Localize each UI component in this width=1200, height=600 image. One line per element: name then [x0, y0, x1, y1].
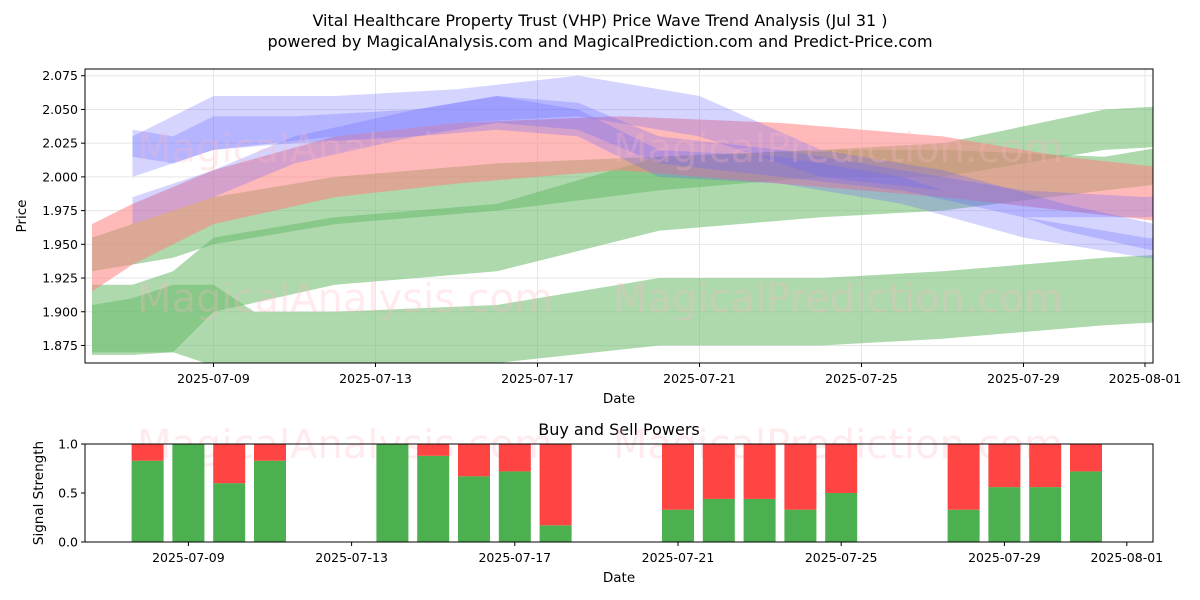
signal-y-tick-label: 0.0: [58, 535, 78, 550]
signal-x-tick-label: 2025-07-29: [968, 550, 1041, 565]
price-panel: MagicalAnalysis.com MagicalPrediction.co…: [14, 68, 1181, 407]
price-y-tick-label: 1.950: [42, 237, 78, 252]
buy-bar: [254, 460, 286, 542]
signal-x-tick-label: 2025-07-21: [642, 550, 715, 565]
price-y-ticks: 1.875 1.900 1.925 1.950 1.975 2.000 2.025 2.050…: [42, 68, 85, 353]
buy-bar: [743, 498, 776, 542]
watermark-prediction-top: MagicalPrediction.com: [613, 126, 1063, 172]
sell-bar: [743, 444, 776, 499]
sell-bar: [1029, 444, 1062, 488]
signal-panel: Buy and Sell Powers MagicalAnalysis.com …: [31, 420, 1163, 586]
price-x-tick-label: 2025-07-09: [177, 371, 250, 386]
price-y-tick-label: 2.050: [42, 102, 78, 117]
buy-bar: [376, 444, 409, 542]
buy-bar: [417, 455, 450, 542]
watermark-analysis-mid: MagicalAnalysis.com: [137, 276, 553, 322]
watermark-prediction-mid: MagicalPrediction.com: [613, 276, 1063, 322]
signal-x-ticks: 2025-07-09 2025-07-13 2025-07-17 2025-07-21…: [152, 542, 1163, 565]
price-y-tick-label: 1.900: [42, 304, 78, 319]
chart-title: Vital Healthcare Property Trust (VHP) Pr…: [312, 11, 887, 30]
price-y-tick-label: 2.000: [42, 169, 78, 184]
price-y-axis-label: Price: [14, 200, 30, 233]
signal-x-tick-label: 2025-07-13: [315, 550, 388, 565]
sell-bar: [131, 444, 164, 461]
signal-y-tick-label: 0.5: [58, 486, 78, 501]
buy-bar: [988, 487, 1021, 542]
signal-x-tick-label: 2025-07-25: [805, 550, 878, 565]
buy-bar: [131, 460, 164, 542]
price-watermarks: MagicalAnalysis.com MagicalPrediction.co…: [137, 126, 1063, 322]
sell-bar: [417, 444, 450, 456]
sell-bar: [498, 444, 531, 472]
signal-y-tick-label: 1.0: [58, 437, 78, 452]
price-x-tick-label: 2025-08-01: [1109, 371, 1182, 386]
price-x-axis-label: Date: [603, 391, 635, 407]
sell-bar: [947, 444, 980, 510]
price-band-green-band-lower: [92, 255, 1153, 363]
buy-bar: [498, 471, 531, 542]
signal-x-tick-label: 2025-07-09: [152, 550, 225, 565]
price-band-blue-band-3: [132, 75, 1153, 251]
sell-bar: [458, 444, 490, 477]
sell-bar: [213, 444, 246, 484]
signal-x-axis-label: Date: [603, 570, 635, 586]
price-bands: [92, 75, 1153, 363]
sell-bar: [702, 444, 735, 499]
sell-bar: [254, 444, 286, 461]
price-plot-frame: [84, 68, 1154, 364]
price-x-tick-label: 2025-07-29: [987, 371, 1060, 386]
buy-bar: [539, 525, 572, 542]
price-y-tick-label: 1.925: [42, 271, 78, 286]
signal-x-tick-label: 2025-07-17: [478, 550, 551, 565]
signal-x-tick-label: 2025-08-01: [1090, 550, 1163, 565]
price-x-tick-label: 2025-07-21: [663, 371, 736, 386]
buy-bar: [458, 476, 490, 542]
chart-subtitle: powered by MagicalAnalysis.com and Magic…: [267, 32, 932, 51]
sell-bar: [988, 444, 1021, 488]
sell-bar: [662, 444, 694, 510]
buy-bar: [702, 498, 735, 542]
buy-bar: [172, 444, 205, 542]
signal-bars: [131, 444, 1102, 542]
price-x-tick-label: 2025-07-17: [501, 371, 574, 386]
signal-y-axis-label: Signal Strength: [31, 441, 47, 545]
price-y-tick-label: 2.075: [42, 68, 78, 83]
price-y-tick-label: 2.025: [42, 136, 78, 151]
buy-bar: [825, 493, 858, 542]
watermark-analysis-top: MagicalAnalysis.com: [137, 126, 553, 172]
price-band-green-band-middle: [92, 148, 1153, 353]
price-band-blue-band-1: [132, 96, 1153, 259]
price-x-tick-label: 2025-07-13: [339, 371, 412, 386]
buy-bar: [947, 509, 980, 542]
sell-bar: [1070, 444, 1102, 472]
signal-y-ticks: 0.0 0.5 1.0: [58, 437, 85, 550]
buy-bar: [1070, 471, 1102, 542]
buy-bar: [784, 509, 817, 542]
price-y-tick-label: 1.875: [42, 338, 78, 353]
sell-bar: [825, 444, 858, 493]
signal-panel-title: Buy and Sell Powers: [538, 420, 700, 439]
price-x-tick-label: 2025-07-25: [825, 371, 898, 386]
buy-bar: [213, 483, 246, 542]
sell-bar: [784, 444, 817, 510]
buy-bar: [1029, 487, 1062, 542]
buy-bar: [662, 509, 694, 542]
price-y-tick-label: 1.975: [42, 203, 78, 218]
price-x-ticks: 2025-07-09 2025-07-13 2025-07-17 2025-07-21…: [177, 363, 1181, 386]
sell-bar: [539, 444, 572, 526]
price-band-red-band: [92, 116, 1153, 292]
price-band-blue-band-2: [132, 96, 1153, 225]
